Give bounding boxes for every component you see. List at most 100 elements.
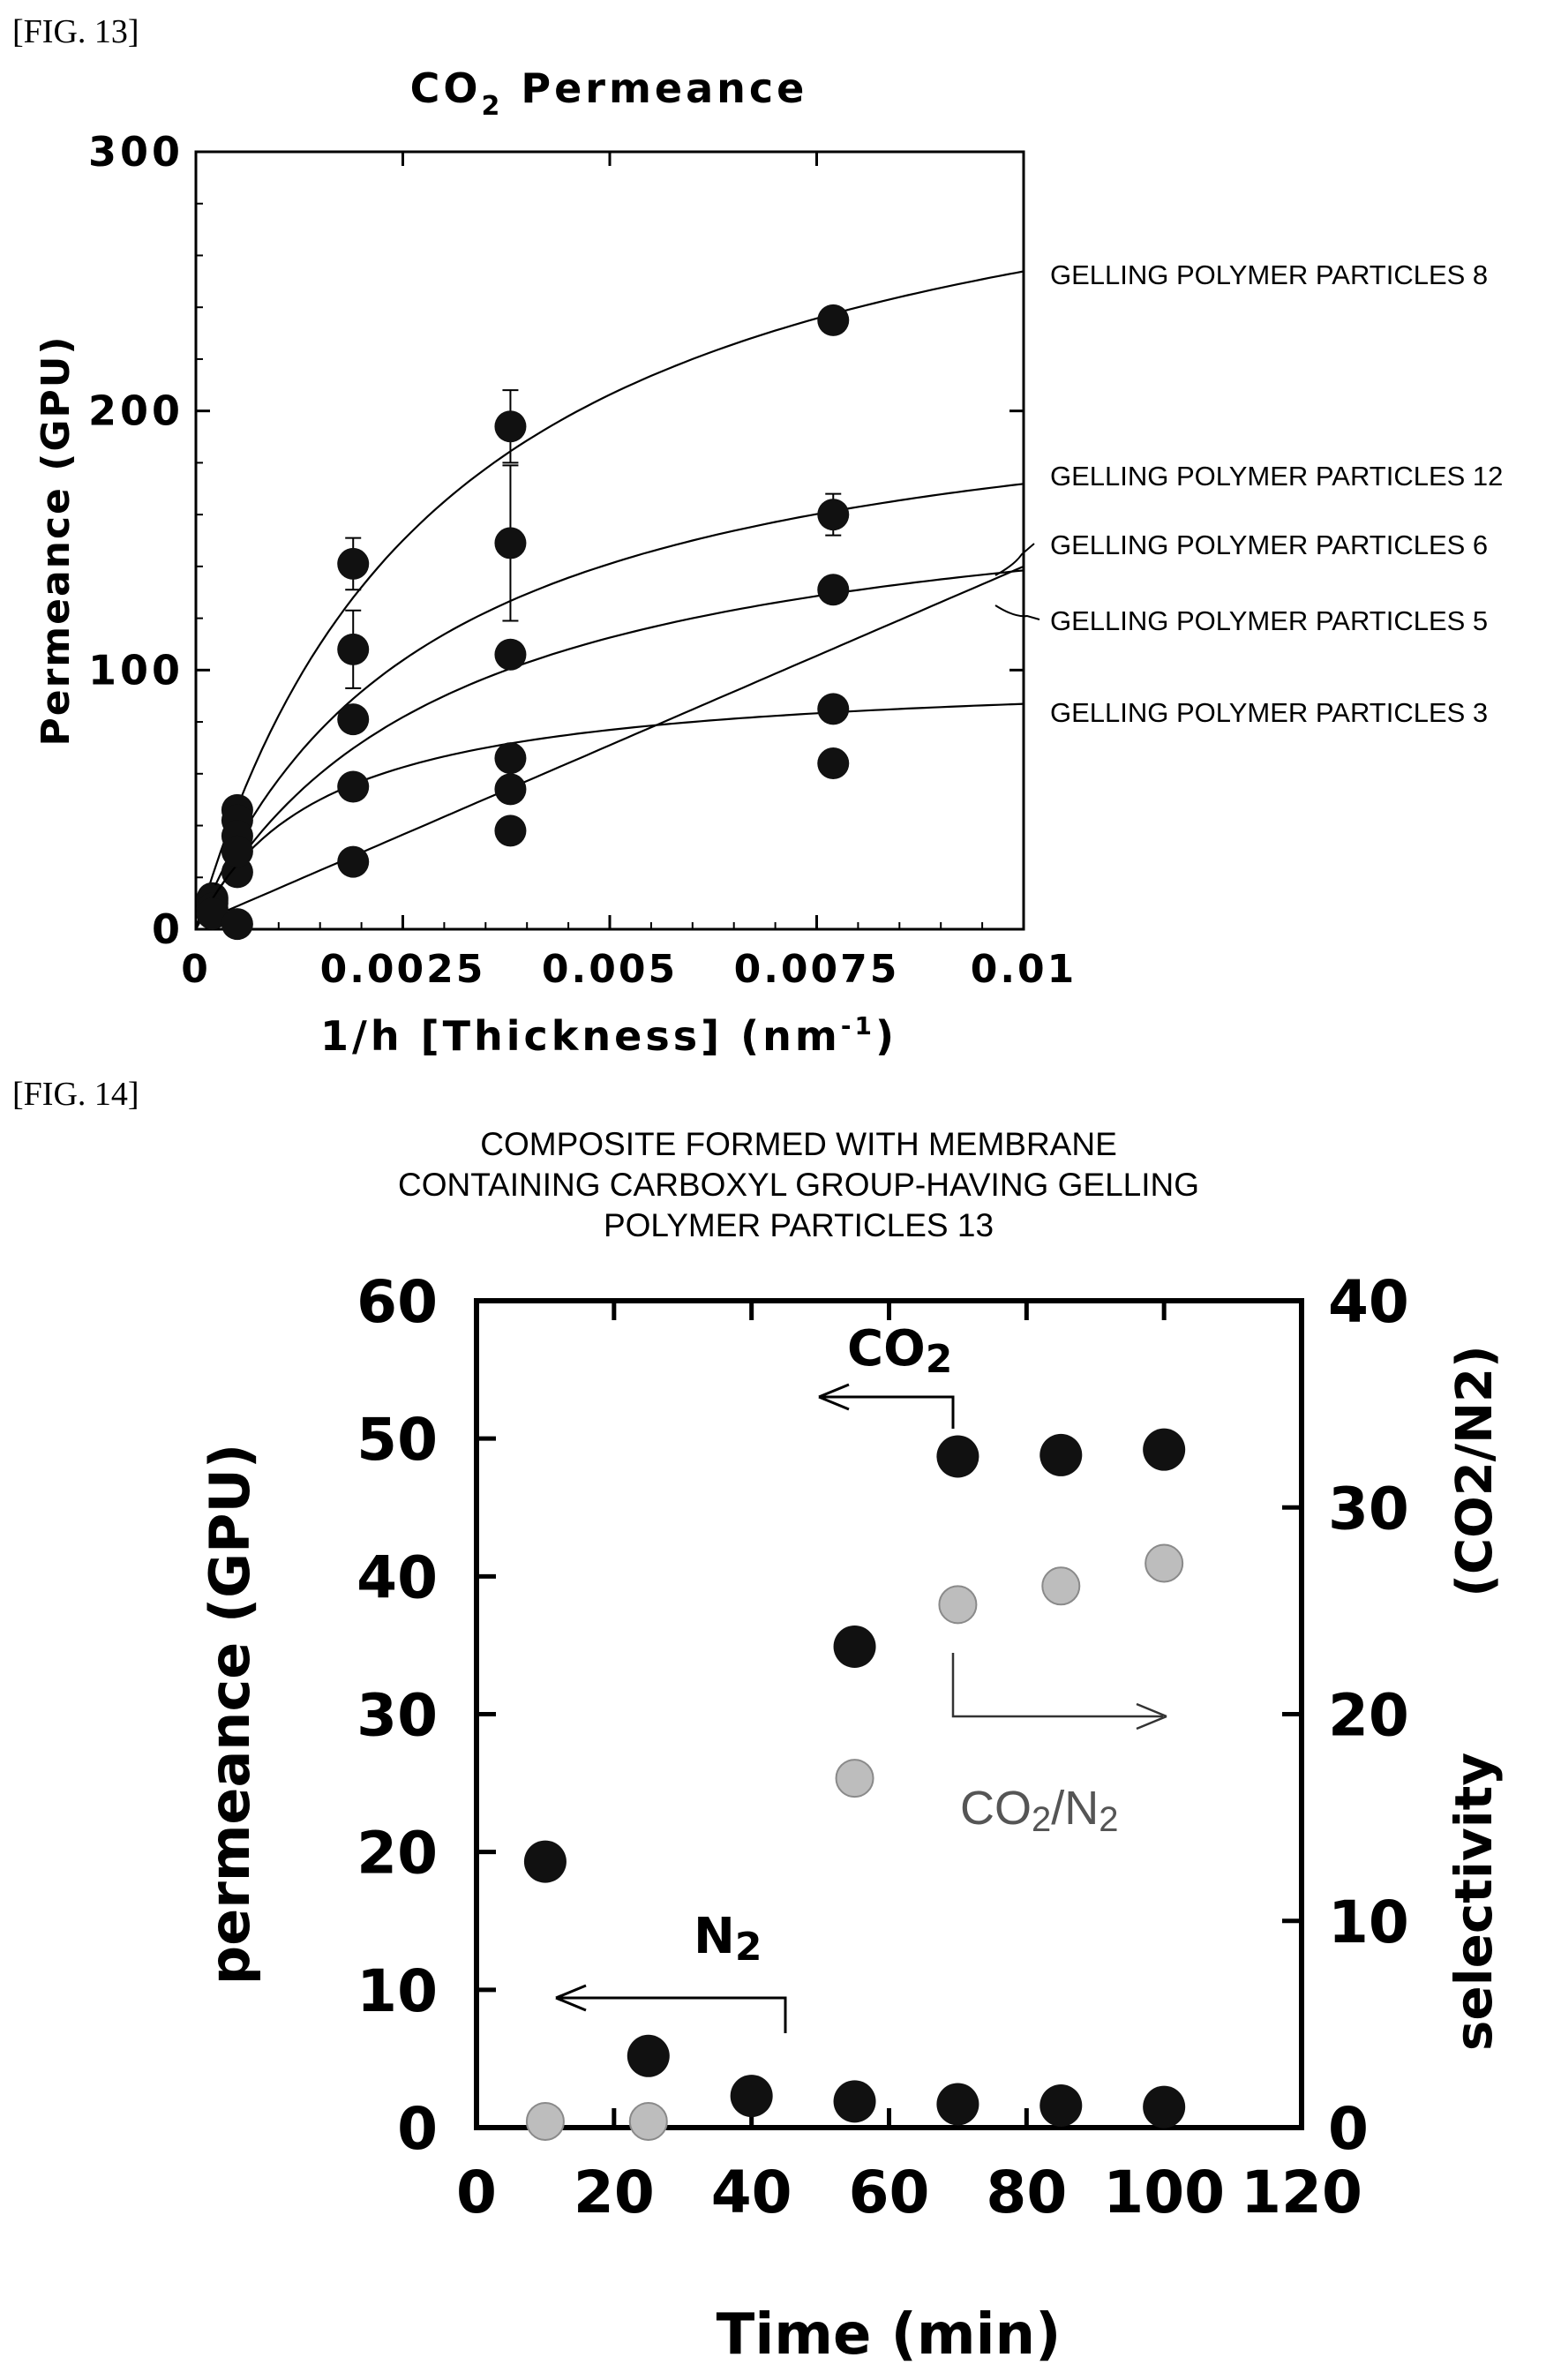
plot-frame xyxy=(194,150,1025,931)
data-point xyxy=(494,815,527,847)
x-tick-label: 60 xyxy=(849,2159,930,2226)
data-point xyxy=(337,547,370,580)
y-tick-label: 300 xyxy=(88,128,184,176)
data-point-selectivity xyxy=(628,2101,668,2141)
x-tick-label: 0.01 xyxy=(971,947,1077,992)
x-tick-label: 120 xyxy=(1241,2159,1362,2226)
fit-curve xyxy=(195,569,1024,930)
data-point xyxy=(337,845,370,878)
data-point-n2 xyxy=(833,2080,876,2123)
data-point xyxy=(817,574,850,606)
data-point-selectivity xyxy=(1041,1566,1081,1606)
x-tick-label: 0.0075 xyxy=(734,947,900,992)
fit-curve xyxy=(194,270,1024,930)
data-point-co2 xyxy=(936,1435,979,1478)
y-left-tick-label: 60 xyxy=(356,1268,438,1336)
y-left-tick-label: 10 xyxy=(356,1957,438,2025)
x-tick-label: 0 xyxy=(456,2159,497,2226)
y-left-axis-label: permeance (GPU) xyxy=(198,1444,262,1985)
y-tick-label: 0 xyxy=(152,905,184,953)
data-point xyxy=(221,835,253,867)
arrow-selectivity xyxy=(951,1653,1163,1718)
data-point-selectivity xyxy=(1144,1543,1184,1583)
fit-curve xyxy=(195,702,1024,930)
data-point xyxy=(817,747,850,780)
leader-line xyxy=(994,543,1035,576)
y-right-tick-label: 30 xyxy=(1328,1475,1409,1543)
annotation-n2: N2 xyxy=(694,1908,762,1970)
y-right-axis-label: selectivity xyxy=(1444,1753,1504,2051)
x-tick-label: 20 xyxy=(574,2159,655,2226)
data-point xyxy=(337,633,370,665)
series-label: GELLING POLYMER PARTICLES 8 xyxy=(1050,259,1488,290)
data-point xyxy=(494,527,527,559)
x-tick-label: 0 xyxy=(181,947,211,992)
chart-title-line: COMPOSITE FORMED WITH MEMBRANE xyxy=(480,1126,1117,1162)
data-point xyxy=(817,499,850,531)
y-right-tick-label: 40 xyxy=(1328,1268,1409,1336)
x-tick-label: 0.0025 xyxy=(320,947,486,992)
data-point xyxy=(337,770,370,803)
series-label: GELLING POLYMER PARTICLES 3 xyxy=(1050,697,1488,728)
chart-title: CO2 Permeance xyxy=(410,64,808,122)
y-left-tick-label: 20 xyxy=(356,1820,438,1888)
data-point xyxy=(196,897,229,930)
data-point-co2 xyxy=(1143,1428,1186,1471)
y-tick-label: 200 xyxy=(88,387,184,435)
x-axis-label: Time (min) xyxy=(717,2302,1062,2368)
data-point xyxy=(494,638,527,671)
y-left-tick-label: 50 xyxy=(356,1406,438,1474)
plot-frame xyxy=(474,1298,1304,2130)
data-point-n2 xyxy=(1039,2084,1083,2128)
chart-title-line: CONTAINING CARBOXYL GROUP-HAVING GELLING xyxy=(398,1167,1199,1203)
data-point xyxy=(817,693,850,725)
fig13-label: [FIG. 13] xyxy=(12,13,139,50)
x-tick-label: 0.005 xyxy=(542,947,678,992)
chart-title-line: POLYMER PARTICLES 13 xyxy=(604,1207,994,1243)
x-tick-label: 40 xyxy=(711,2159,792,2226)
arrow-co2 xyxy=(822,1395,955,1429)
fig14-label: [FIG. 14] xyxy=(12,1076,139,1113)
data-point xyxy=(817,304,850,336)
y-right-axis-label-units: (CO2/N2) xyxy=(1446,1345,1504,1596)
series-label: GELLING POLYMER PARTICLES 12 xyxy=(1050,461,1503,492)
data-point xyxy=(494,742,527,775)
y-right-tick-label: 10 xyxy=(1328,1888,1409,1956)
fig13-chart: 0 0.0025 0.005 0.0075 0.01 0 100 200 300 CO2 Perm… xyxy=(34,64,1503,1060)
y-left-tick-label: 40 xyxy=(356,1543,438,1611)
data-point xyxy=(221,908,253,941)
data-point-n2 xyxy=(1143,2085,1186,2128)
x-tick-label: 80 xyxy=(986,2159,1067,2226)
series-label: GELLING POLYMER PARTICLES 6 xyxy=(1050,529,1488,560)
data-point xyxy=(494,410,527,443)
data-point-n2 xyxy=(936,2083,979,2126)
y-right-tick-label: 0 xyxy=(1328,2095,1369,2163)
y-tick-label: 100 xyxy=(88,646,184,694)
x-axis-label: 1/h [Thickness] (nm-1) xyxy=(320,1011,897,1060)
y-left-tick-label: 30 xyxy=(356,1682,438,1750)
fit-curve xyxy=(194,483,1024,930)
annotation-selectivity: CO2/N2 xyxy=(960,1782,1119,1839)
data-point-co2 xyxy=(730,2075,773,2118)
data-point-co2 xyxy=(1039,1433,1083,1476)
data-point-selectivity xyxy=(525,2101,565,2141)
data-point-co2 xyxy=(833,1625,876,1668)
y-left-tick-label: 0 xyxy=(397,2095,438,2163)
annotation-co2: CO2 xyxy=(847,1320,952,1382)
arrow-co2-head xyxy=(818,1383,850,1411)
fig14-chart: COMPOSITE FORMED WITH MEMBRANE CONTAINING… xyxy=(198,1126,1504,2368)
data-point xyxy=(337,703,370,736)
arrow-n2 xyxy=(559,1996,787,2033)
arrow-n2-head xyxy=(555,1984,587,2012)
y-right-tick-label: 20 xyxy=(1328,1682,1409,1750)
data-point-co2 xyxy=(523,1840,567,1883)
data-point-selectivity xyxy=(938,1585,978,1625)
x-tick-label: 100 xyxy=(1103,2159,1225,2226)
y-axis-label: Permeance (GPU) xyxy=(34,334,79,746)
leader-line xyxy=(994,604,1040,620)
data-point-selectivity xyxy=(835,1759,874,1798)
arrow-selectivity-head xyxy=(1136,1702,1167,1731)
fit-curve xyxy=(195,565,1024,926)
data-point xyxy=(494,773,527,806)
series-label: GELLING POLYMER PARTICLES 5 xyxy=(1050,605,1488,636)
